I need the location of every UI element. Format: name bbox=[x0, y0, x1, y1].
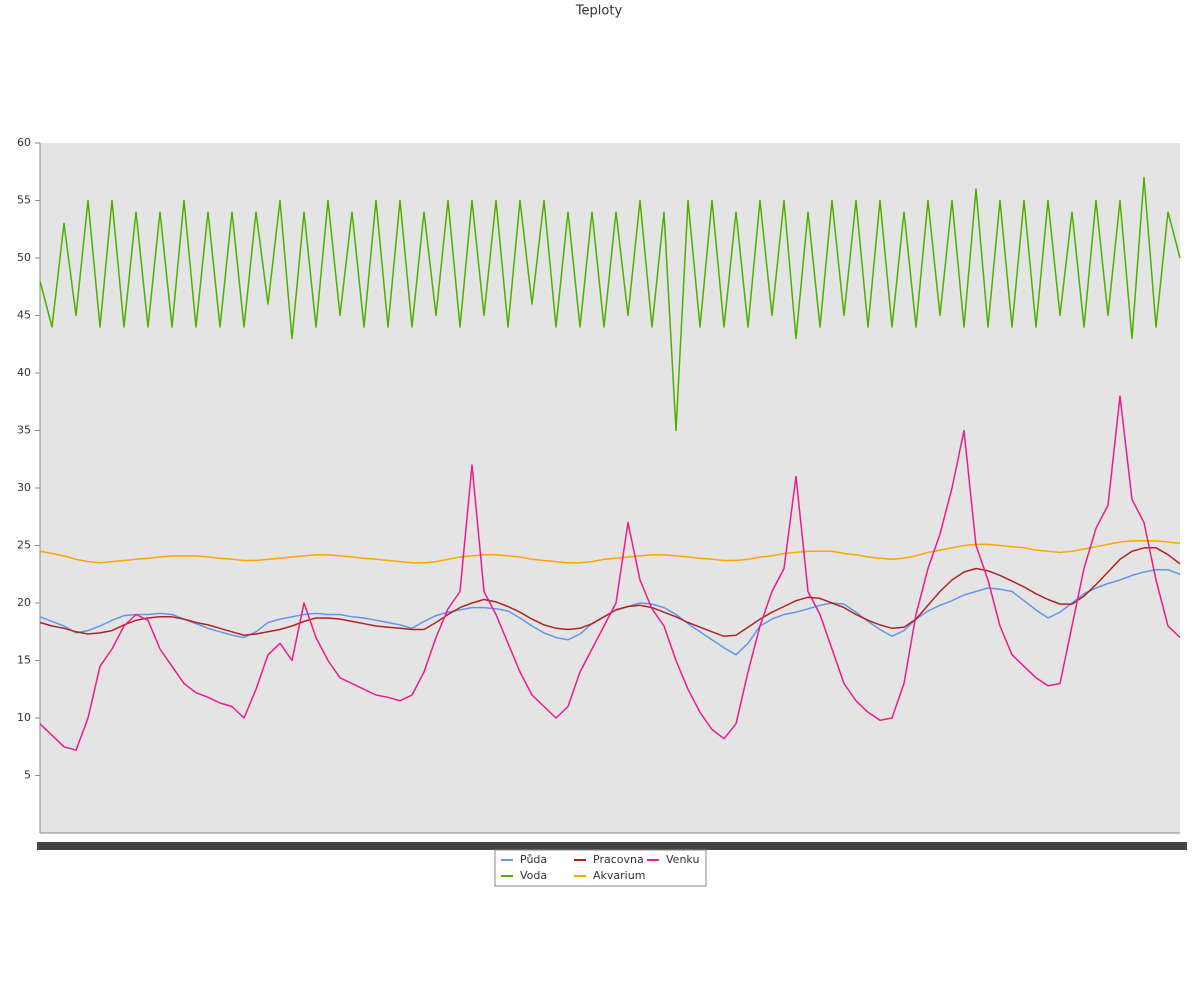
y-tick-label: 55 bbox=[17, 194, 31, 207]
y-tick-label: 5 bbox=[24, 769, 31, 782]
y-tick-label: 30 bbox=[17, 481, 31, 494]
y-tick-label: 40 bbox=[17, 366, 31, 379]
y-tick-label: 15 bbox=[17, 654, 31, 667]
legend-items: Půda Voda Pracovna Akvarium Venku bbox=[501, 853, 699, 882]
x-axis-label-band bbox=[37, 842, 1187, 850]
y-tick-label: 20 bbox=[17, 596, 31, 609]
plot bbox=[39, 176, 1181, 751]
chart-title: Teploty bbox=[575, 4, 623, 19]
legend-label: Půda bbox=[520, 853, 547, 866]
legend bbox=[494, 849, 707, 887]
plot-area bbox=[40, 143, 1180, 833]
y-tick-label: 50 bbox=[17, 251, 31, 264]
legend-label: Venku bbox=[666, 853, 699, 866]
y-tick-label: 45 bbox=[17, 309, 31, 322]
legend-label: Voda bbox=[520, 869, 547, 882]
legend-label: Pracovna bbox=[593, 853, 644, 866]
y-tick-label: 10 bbox=[17, 711, 31, 724]
series-line bbox=[39, 176, 1181, 432]
legend-label: Akvarium bbox=[593, 869, 645, 882]
y-tick-label: 35 bbox=[17, 424, 31, 437]
y-tick-label: 60 bbox=[17, 136, 31, 149]
series-line bbox=[39, 395, 1181, 751]
y-tick-label: 25 bbox=[17, 539, 31, 552]
series-line bbox=[39, 540, 1181, 564]
